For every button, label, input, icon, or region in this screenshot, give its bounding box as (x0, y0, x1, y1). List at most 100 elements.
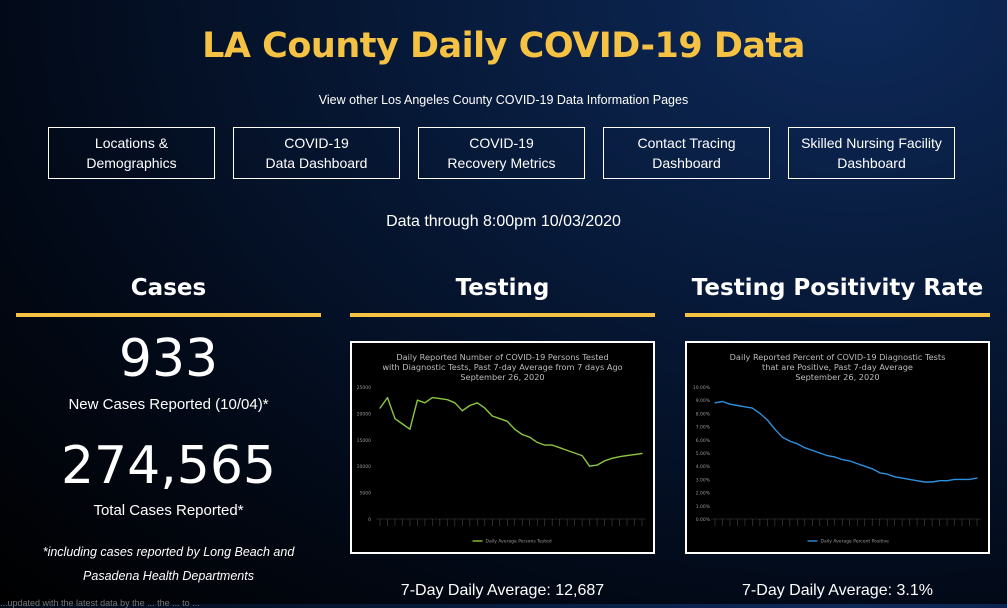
data-point (559, 447, 561, 449)
data-point (439, 398, 441, 400)
data-point (759, 412, 761, 414)
data-point (849, 460, 851, 462)
page-title: LA County Daily COVID-19 Data (202, 26, 805, 66)
data-point (736, 404, 739, 407)
data-point (886, 473, 888, 475)
total-cases-label: Total Cases Reported* (93, 502, 244, 519)
y-tick-label: 3.00% (696, 477, 711, 483)
series-line (379, 396, 643, 467)
data-point (811, 449, 813, 451)
y-tick-label: 10000 (357, 464, 371, 470)
data-point (976, 477, 978, 479)
data-point (469, 404, 471, 407)
data-point (633, 453, 636, 456)
chart-title-line: with Diagnostic Tests, Past 7-day Averag… (382, 362, 622, 372)
y-tick-label: 15000 (357, 438, 371, 444)
data-point (729, 403, 731, 405)
data-point (856, 462, 858, 465)
data-point (804, 447, 806, 449)
data-point (766, 419, 768, 421)
data-point (751, 407, 754, 409)
y-tick-label: 0 (368, 517, 371, 523)
data-point (581, 455, 583, 457)
data-point (431, 396, 433, 399)
chart-title-line: Daily Reported Number of COVID-19 Person… (396, 352, 608, 362)
footer-text: ...updated with the latest data by the .… (0, 598, 200, 608)
data-point (476, 402, 478, 404)
data-point (514, 428, 516, 430)
data-point (499, 418, 501, 420)
data-point (394, 418, 396, 420)
data-point (834, 456, 836, 458)
chart-title-line: September 26, 2020 (795, 372, 879, 382)
data-point (521, 433, 523, 436)
data-point (529, 436, 531, 438)
testing-chart-svg: Daily Reported Number of COVID-19 Person… (357, 352, 646, 545)
data-point (461, 410, 463, 412)
data-point (626, 455, 628, 457)
y-tick-label: 25000 (357, 385, 371, 391)
data-point (924, 481, 926, 483)
data-point (566, 449, 568, 451)
nav-button-skilled-nursing[interactable]: Skilled Nursing Facility Dashboard (788, 127, 955, 179)
page-subtitle-link[interactable]: View other Los Angeles County COVID-19 D… (318, 93, 689, 107)
data-point (386, 396, 389, 399)
nav-button-contact-tracing[interactable]: Contact Tracing Dashboard (603, 127, 770, 179)
data-point (901, 477, 903, 479)
data-point (841, 459, 843, 461)
data-point (721, 400, 724, 403)
legend-label: Daily Average Persons Tested (486, 539, 552, 545)
positivity-chart[interactable]: Daily Reported Percent of COVID-19 Diagn… (685, 341, 990, 554)
data-point (536, 441, 538, 444)
y-tick-label: 0.00% (696, 517, 711, 523)
data-point (961, 478, 963, 480)
data-point (938, 480, 941, 482)
nav-button-data-dashboard[interactable]: COVID-19 Data Dashboard (233, 127, 400, 179)
data-point (484, 407, 486, 409)
data-point (789, 440, 791, 442)
data-point (618, 456, 621, 458)
nav-button-recovery-metrics[interactable]: COVID-19 Recovery Metrics (418, 127, 585, 179)
data-point (574, 452, 576, 454)
data-point (909, 478, 911, 480)
y-tick-label: 20000 (357, 411, 371, 417)
data-point (611, 457, 613, 459)
testing-7day-average: 7-Day Daily Average: 12,687 (400, 582, 605, 599)
y-tick-label: 10.00% (693, 385, 711, 391)
y-tick-label: 6.00% (696, 438, 711, 444)
data-point (714, 402, 716, 404)
cases-heading: Cases (130, 275, 207, 301)
data-point (491, 415, 493, 417)
chart-title-line: that are Positive, Past 7-day Average (762, 362, 913, 372)
data-point (819, 452, 821, 454)
data-point (401, 423, 404, 425)
testing-heading: Testing (455, 275, 550, 301)
info-page-nav: Locations & Demographics COVID-19 Data D… (48, 127, 958, 180)
chart-title-line: Daily Reported Percent of COVID-19 Diagn… (730, 352, 946, 362)
data-point (506, 420, 508, 422)
data-point (931, 481, 933, 483)
data-point (871, 468, 873, 470)
y-tick-label: 5.00% (696, 451, 711, 457)
data-point (454, 402, 456, 404)
y-tick-label: 4.00% (696, 464, 711, 470)
y-tick-label: 5000 (360, 491, 372, 497)
testing-divider (350, 313, 655, 317)
data-point (796, 443, 798, 445)
data-point (864, 465, 866, 467)
total-cases-count: 274,565 (60, 436, 277, 496)
y-tick-label: 1.00% (696, 504, 711, 510)
testing-chart[interactable]: Daily Reported Number of COVID-19 Person… (350, 341, 655, 554)
positivity-divider (685, 313, 990, 317)
y-tick-label: 7.00% (696, 425, 711, 431)
positivity-chart-svg: Daily Reported Percent of COVID-19 Diagn… (693, 352, 981, 545)
data-point (916, 480, 918, 482)
data-point (379, 407, 381, 409)
data-point (409, 428, 411, 430)
y-tick-label: 9.00% (696, 398, 711, 404)
data-point (744, 406, 746, 408)
data-point (551, 444, 553, 446)
data-point (968, 478, 971, 480)
data-point (894, 476, 896, 478)
nav-button-locations-demographics[interactable]: Locations & Demographics (48, 127, 215, 179)
